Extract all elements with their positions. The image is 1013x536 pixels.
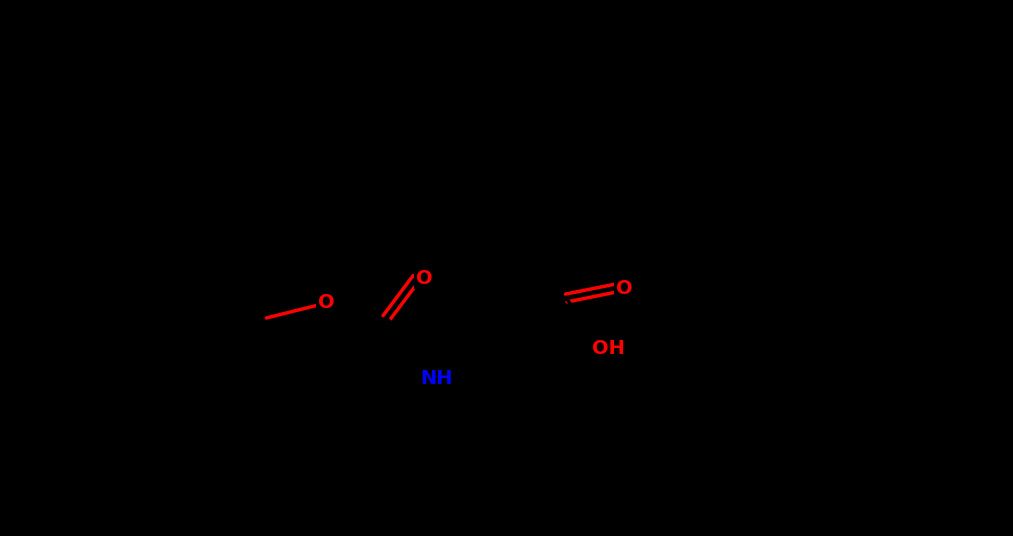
Text: OH: OH: [592, 339, 625, 358]
Text: O: O: [318, 294, 334, 312]
Text: NH: NH: [420, 369, 453, 388]
Text: O: O: [616, 279, 632, 297]
Text: O: O: [416, 269, 433, 287]
